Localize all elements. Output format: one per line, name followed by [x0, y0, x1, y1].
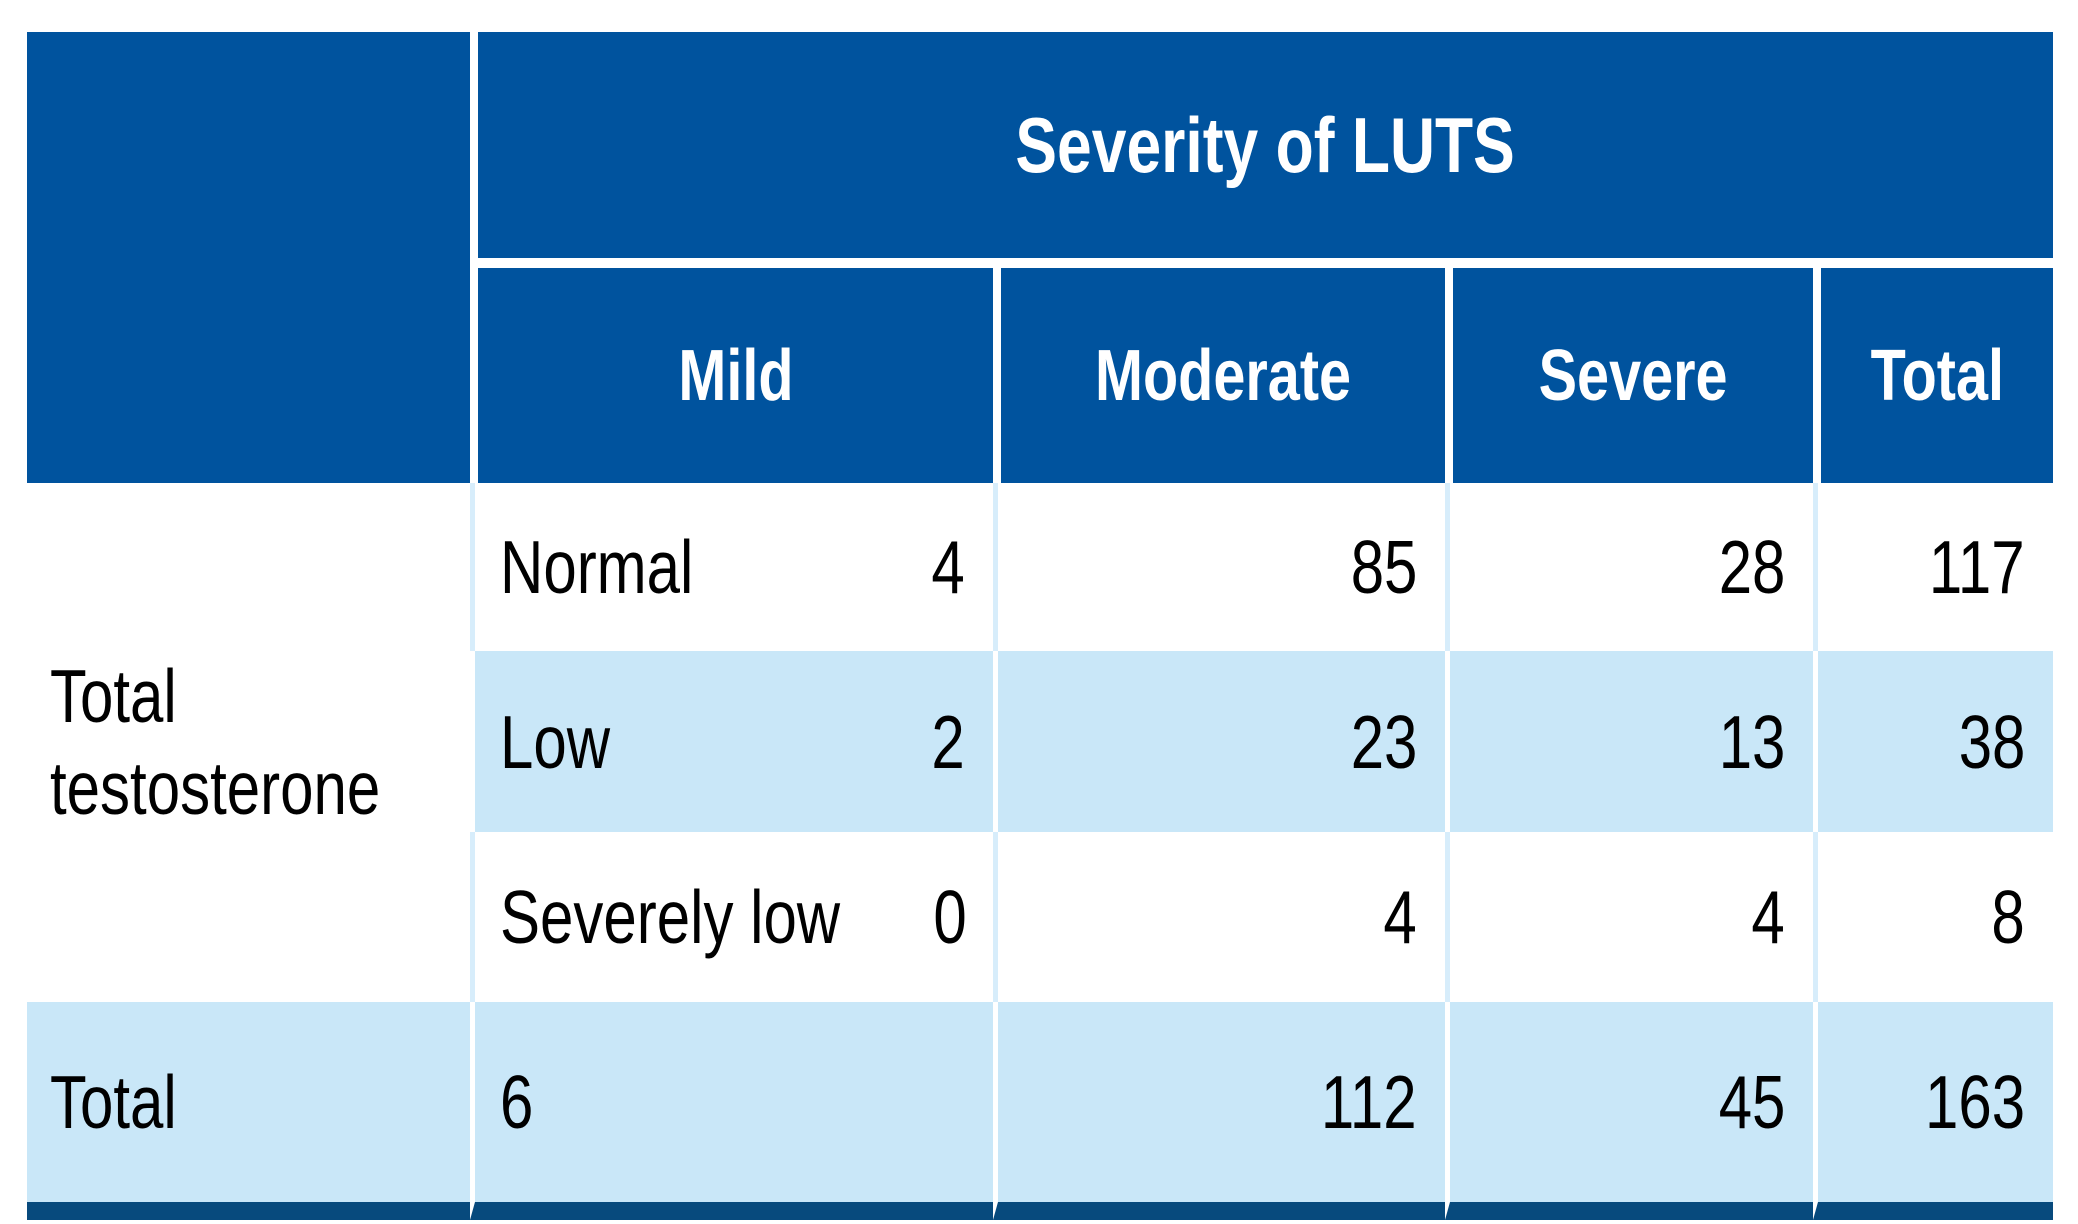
cell-low-severe: 13: [1445, 651, 1813, 832]
cell-normal-moderate: 85: [993, 483, 1445, 651]
cell-total-mild: 6: [470, 1002, 993, 1220]
cell-low-moderate: 23: [993, 651, 1445, 832]
row-group-label: Total testosterone: [27, 483, 470, 1002]
row-label-severely-low: Severely low: [500, 875, 841, 959]
cell-normal-total: 117: [1813, 483, 2054, 651]
row-label-normal: Normal: [500, 525, 694, 609]
cell-severelylow-moderate: 4: [993, 832, 1445, 1002]
table-row-total: Total 6 112 45 163: [27, 1002, 2054, 1220]
total-row-label: Total: [27, 1002, 470, 1220]
cell-low-mild: Low 2: [470, 651, 993, 832]
cell-severelylow-mild: Severely low 0: [470, 832, 993, 1002]
cell-total-severe: 45: [1445, 1002, 1813, 1220]
col-header-moderate: Moderate: [993, 268, 1445, 483]
cell-normal-severe: 28: [1445, 483, 1813, 651]
cell-severelylow-total: 8: [1813, 832, 2054, 1002]
cell-normal-mild: Normal 4: [470, 483, 993, 651]
table-title-text: Severity of LUTS: [1015, 100, 1516, 189]
luts-crosstab-table: Severity of LUTS Mild Moderate Severe To…: [27, 32, 2054, 1220]
col-header-total: Total: [1813, 268, 2054, 483]
col-header-severe: Severe: [1445, 268, 1813, 483]
table-row-normal: Total testosterone Normal 4 85 28 117: [27, 483, 2054, 1002]
table-title: Severity of LUTS: [470, 32, 2054, 268]
cell-low-total: 38: [1813, 651, 2054, 832]
col-header-mild: Mild: [470, 268, 993, 483]
table-row-severely-low: Severely low 0 4 4 8: [27, 832, 2054, 1002]
table-row-low: Low 2 23 13 38: [27, 651, 2054, 832]
cell-total-total: 163: [1813, 1002, 2054, 1220]
corner-blank-cell: [27, 32, 470, 483]
row-label-low: Low: [500, 699, 611, 784]
cell-severelylow-severe: 4: [1445, 832, 1813, 1002]
cell-total-moderate: 112: [993, 1002, 1445, 1220]
